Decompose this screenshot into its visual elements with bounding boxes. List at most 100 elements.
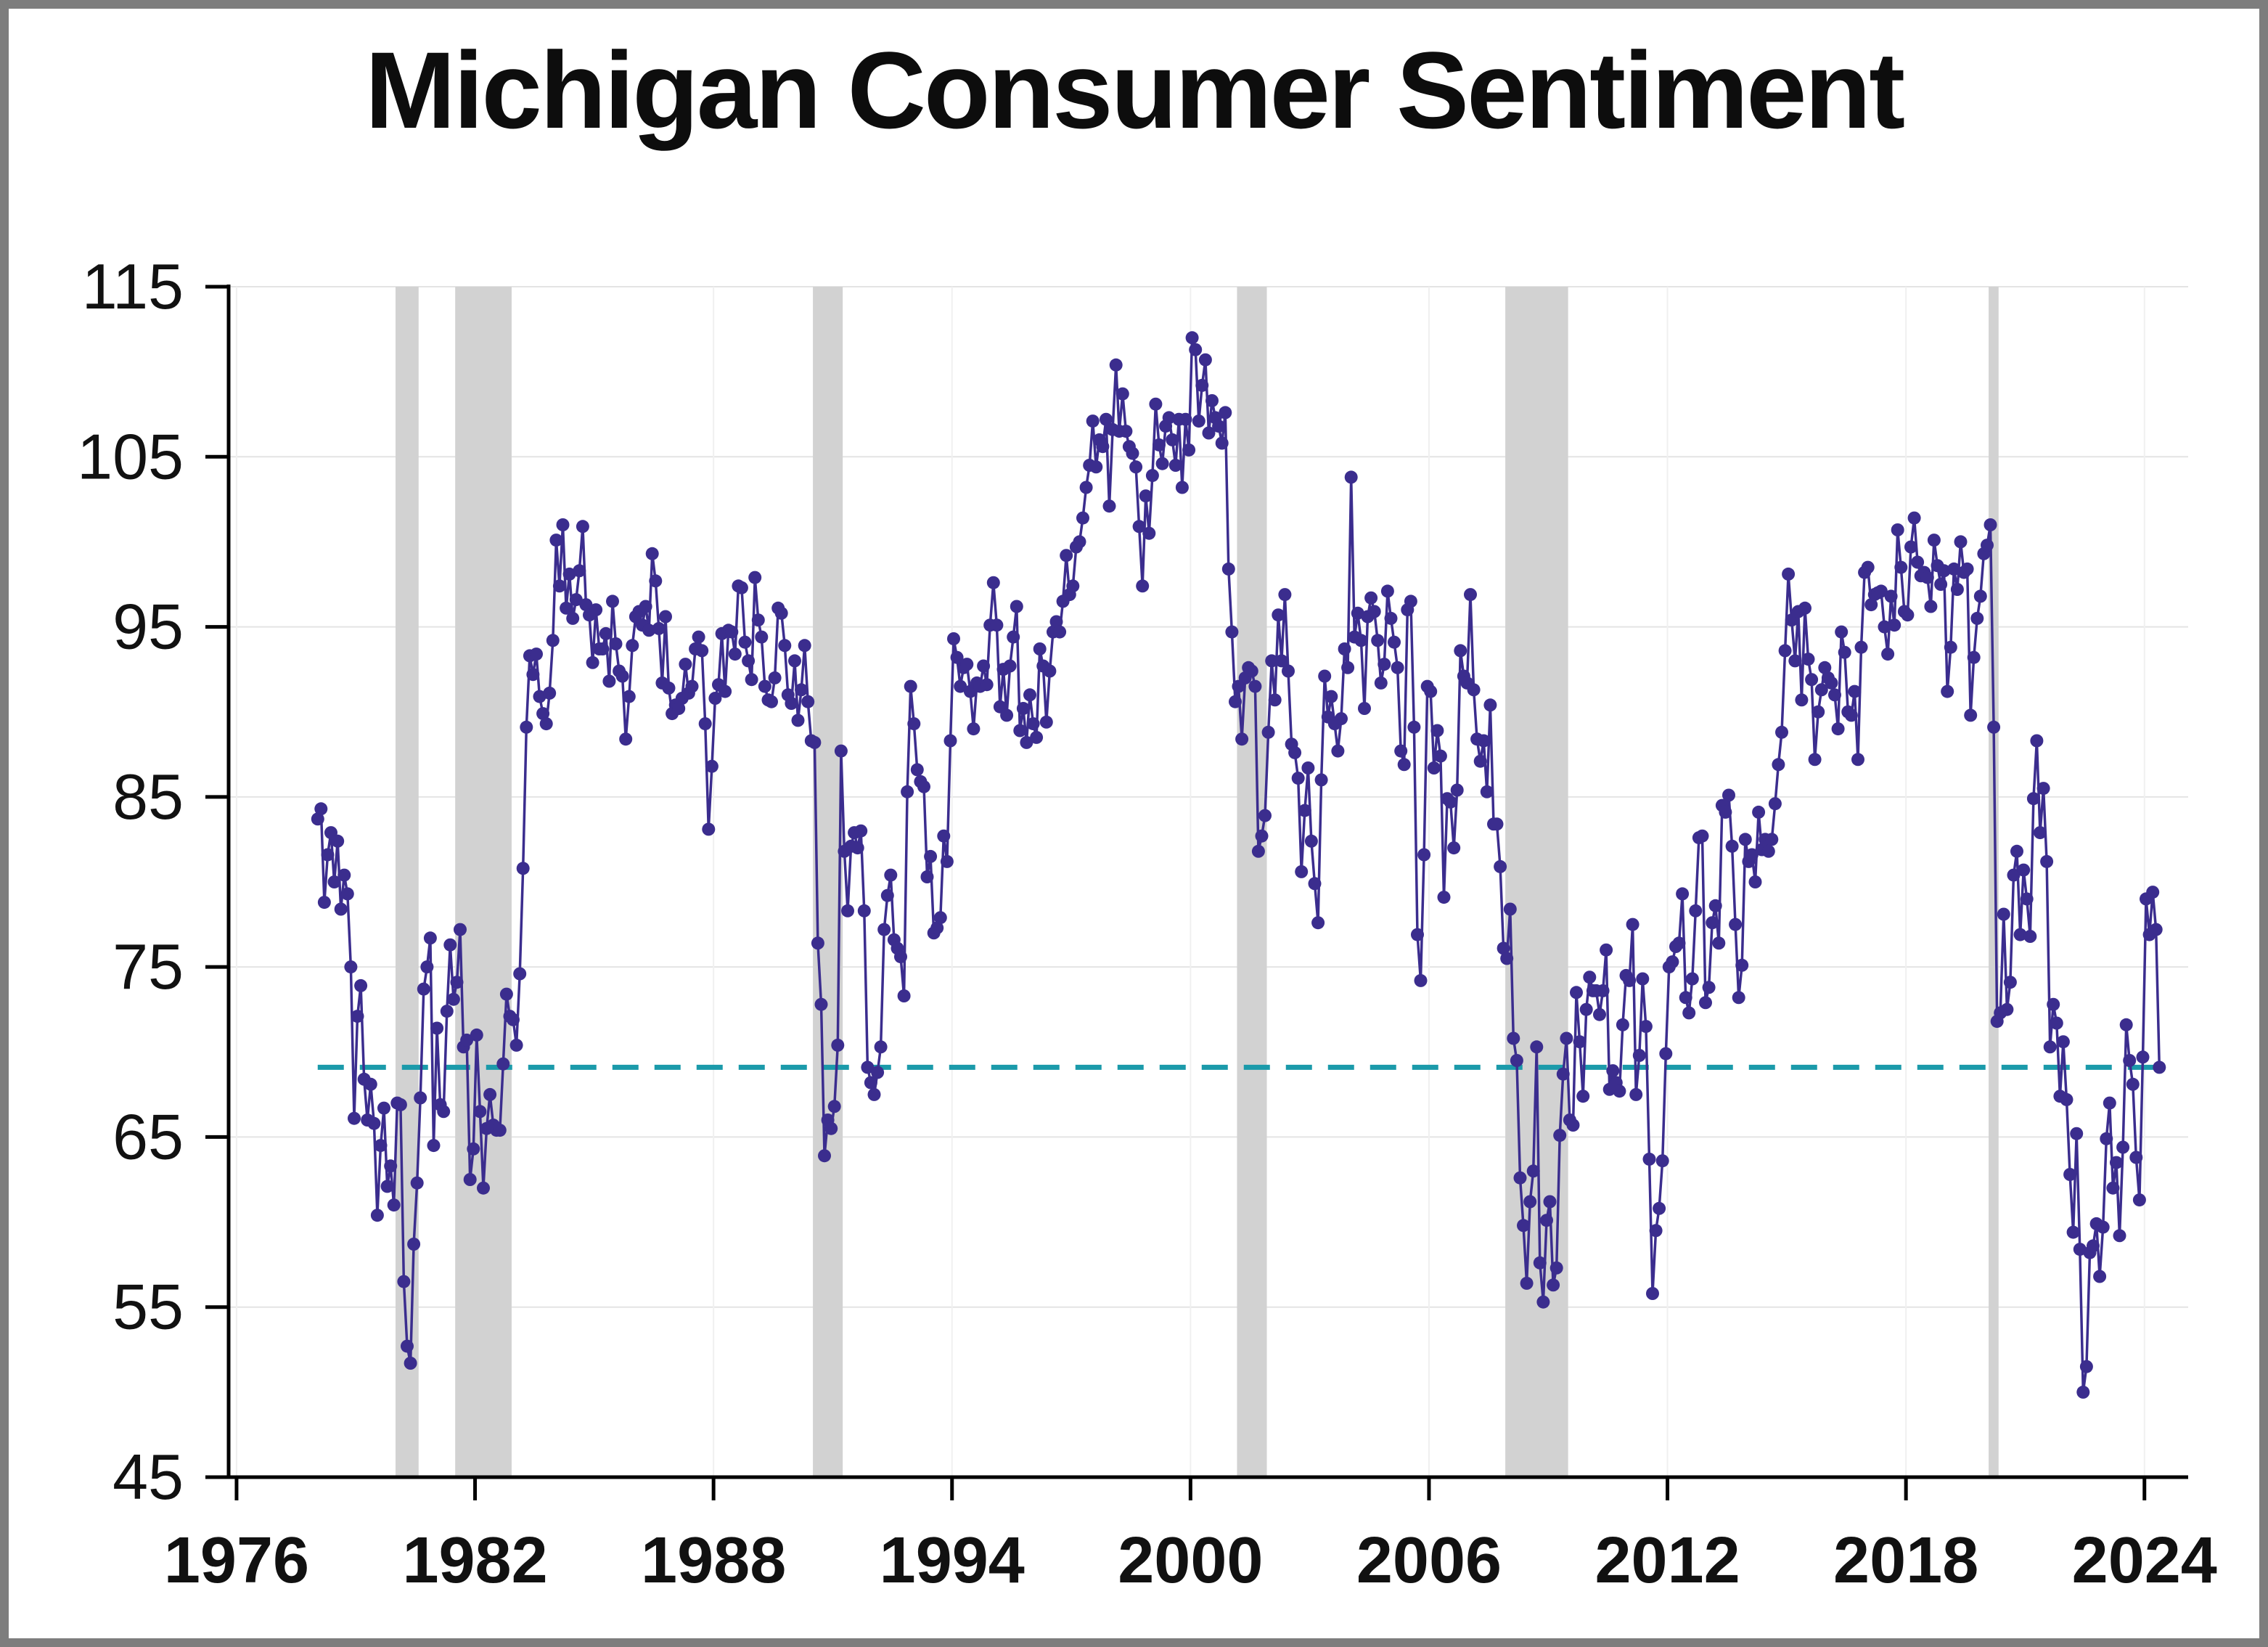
data-point — [1325, 690, 1338, 703]
data-point — [1556, 1067, 1570, 1081]
data-point — [904, 679, 917, 693]
data-point — [1878, 620, 1891, 634]
data-point — [2119, 1018, 2133, 1031]
data-point — [1168, 459, 1182, 472]
data-point — [499, 987, 513, 1001]
data-point — [539, 717, 553, 731]
data-point — [1874, 584, 1888, 598]
data-point — [1778, 644, 1792, 658]
data-point — [662, 681, 676, 695]
data-point — [1295, 865, 1309, 878]
data-point — [533, 690, 546, 703]
data-point — [705, 759, 719, 773]
data-point — [1016, 702, 1030, 715]
data-point — [1338, 642, 1351, 655]
data-point — [1126, 446, 1139, 460]
data-point — [430, 1021, 444, 1035]
data-point — [1573, 1035, 1587, 1049]
data-point — [920, 870, 934, 883]
data-point — [370, 1209, 384, 1222]
data-point — [596, 642, 610, 655]
data-point — [1689, 904, 1703, 918]
data-point — [1838, 645, 1851, 659]
data-point — [1642, 1152, 1656, 1166]
data-point — [1282, 664, 1295, 678]
data-point — [1030, 730, 1044, 744]
data-point — [933, 911, 947, 925]
data-point — [1473, 754, 1487, 768]
data-point — [1205, 394, 1219, 407]
data-point — [1053, 625, 1067, 639]
data-point — [1523, 1195, 1537, 1209]
data-point — [871, 1066, 885, 1079]
data-point — [785, 697, 798, 710]
data-point — [2003, 976, 2017, 989]
data-point — [473, 1105, 487, 1119]
data-point — [937, 829, 951, 843]
data-point — [1212, 420, 1226, 433]
data-point — [507, 1013, 520, 1026]
data-point — [1636, 972, 1650, 986]
data-point — [2149, 923, 2163, 936]
data-point — [2096, 1220, 2110, 1234]
data-point — [1576, 1090, 1590, 1103]
data-point — [1503, 902, 1517, 916]
data-point — [1049, 615, 1063, 629]
data-point — [950, 650, 964, 664]
data-point — [443, 938, 457, 952]
data-point — [2017, 863, 2031, 877]
data-point — [1467, 683, 1481, 697]
data-point — [2043, 1040, 2057, 1054]
data-point — [1530, 1040, 1544, 1054]
data-point — [774, 606, 788, 620]
data-point — [1944, 640, 1957, 654]
data-point — [1288, 745, 1302, 759]
data-point — [818, 1149, 831, 1163]
data-point — [1454, 644, 1467, 658]
data-point — [1149, 397, 1163, 411]
data-point — [943, 734, 957, 748]
data-point — [1679, 991, 1692, 1005]
data-point — [1560, 1031, 1573, 1045]
data-point — [384, 1159, 398, 1173]
data-point — [467, 1142, 480, 1156]
data-point — [652, 621, 666, 635]
data-point — [1215, 436, 1229, 450]
data-point — [967, 722, 981, 736]
data-point — [1547, 1278, 1560, 1292]
data-point — [314, 802, 328, 816]
data-point — [1682, 1006, 1696, 1020]
data-point — [977, 659, 991, 673]
data-point — [1540, 1214, 1553, 1227]
data-point — [719, 684, 732, 698]
data-point — [808, 735, 822, 749]
data-point — [1639, 1020, 1653, 1034]
data-point — [327, 875, 341, 888]
data-point — [1835, 625, 1849, 639]
data-point — [1397, 758, 1411, 772]
data-point — [615, 669, 629, 683]
data-point — [599, 626, 613, 640]
data-point — [1725, 839, 1739, 853]
y-tick-label: 105 — [77, 420, 184, 492]
data-point — [1941, 684, 1954, 698]
data-point — [1219, 406, 1232, 420]
data-point — [1772, 758, 1785, 772]
data-point — [1888, 618, 1901, 632]
x-tick-label: 2012 — [1594, 1524, 1740, 1597]
data-point — [454, 923, 467, 936]
data-point — [1695, 829, 1709, 843]
data-point — [2040, 854, 2054, 868]
data-point — [1536, 1295, 1550, 1309]
data-point — [841, 904, 854, 918]
data-point — [1950, 583, 1964, 596]
data-point — [861, 1060, 875, 1074]
y-tick-label: 65 — [112, 1100, 184, 1172]
data-point — [1828, 688, 1841, 702]
data-point — [387, 1198, 401, 1212]
data-point — [1533, 1256, 1547, 1270]
data-point — [1096, 440, 1110, 454]
data-point — [2000, 1002, 2014, 1016]
data-point — [765, 695, 778, 708]
